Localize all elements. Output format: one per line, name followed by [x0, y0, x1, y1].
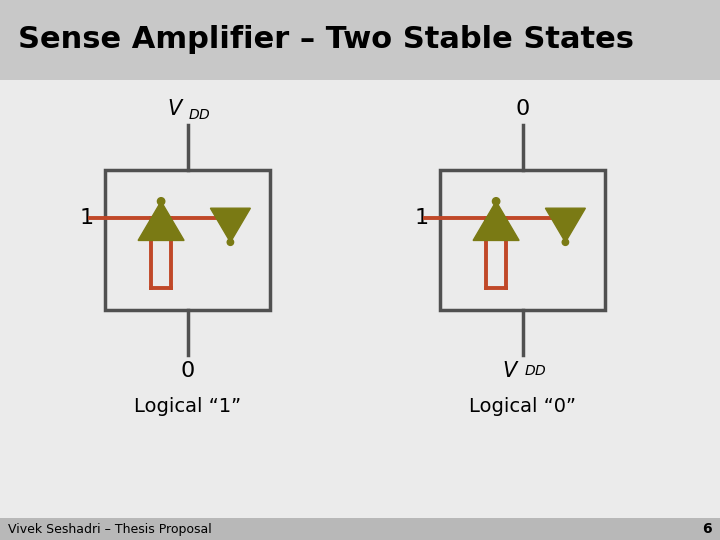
- Polygon shape: [210, 208, 251, 242]
- Text: $\mathit{V}$: $\mathit{V}$: [502, 361, 520, 381]
- Circle shape: [158, 198, 165, 205]
- FancyBboxPatch shape: [0, 0, 720, 80]
- Text: $\mathit{DD}$: $\mathit{DD}$: [523, 364, 546, 378]
- Text: $\mathit{1}$: $\mathit{1}$: [79, 208, 93, 228]
- Text: $\mathit{DD}$: $\mathit{DD}$: [189, 108, 211, 122]
- Circle shape: [492, 198, 500, 205]
- Circle shape: [562, 239, 569, 245]
- Polygon shape: [138, 201, 184, 240]
- Polygon shape: [546, 208, 585, 242]
- Text: 6: 6: [703, 522, 712, 536]
- Text: $\mathit{1}$: $\mathit{1}$: [414, 208, 428, 228]
- Text: Logical “0”: Logical “0”: [469, 397, 576, 416]
- Text: $\mathit{0}$: $\mathit{0}$: [180, 361, 195, 381]
- Circle shape: [228, 239, 233, 245]
- Text: Logical “1”: Logical “1”: [134, 397, 241, 416]
- Text: $\mathit{V}$: $\mathit{V}$: [167, 99, 184, 119]
- Text: Vivek Seshadri – Thesis Proposal: Vivek Seshadri – Thesis Proposal: [8, 523, 212, 536]
- Text: $\mathit{0}$: $\mathit{0}$: [515, 99, 530, 119]
- FancyBboxPatch shape: [0, 518, 720, 540]
- Text: Sense Amplifier – Two Stable States: Sense Amplifier – Two Stable States: [18, 25, 634, 55]
- Polygon shape: [473, 201, 519, 240]
